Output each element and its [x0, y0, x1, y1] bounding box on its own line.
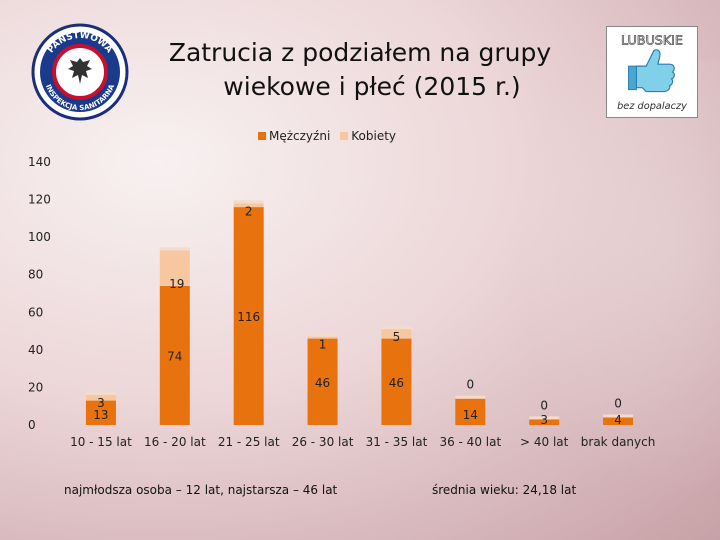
- bar-cap-0: [85, 391, 116, 395]
- title-line-2: wiekowe i płeć (2015 r.): [223, 72, 521, 101]
- label-women-7: 0: [614, 396, 622, 410]
- bar-women-2: [233, 203, 264, 208]
- x-tick-label-2: 21 - 25 lat: [218, 435, 280, 449]
- bar-men-2: [233, 207, 264, 425]
- label-men-3: 46: [315, 376, 330, 390]
- title-line-1: Zatrucia z podziałem na grupy: [168, 38, 552, 67]
- chart-title: Zatrucia z podziałem na grupy wiekowe i …: [130, 36, 590, 104]
- label-women-5: 0: [466, 378, 474, 392]
- logo-right-bottom-text: bez dopalaczy: [617, 101, 687, 112]
- y-tick-label-4: 80: [28, 268, 43, 282]
- legend-label-women: Kobiety: [351, 129, 397, 143]
- bar-cap-7: [603, 414, 634, 418]
- label-men-2: 116: [237, 310, 260, 324]
- bar-men-1: [159, 285, 190, 425]
- logo-right-top-text: LUBUSKIE: [621, 33, 683, 48]
- lubuskie-logo: LUBUSKIE bez dopalaczy: [606, 26, 698, 118]
- label-women-0: 3: [97, 396, 105, 410]
- label-men-6: 3: [540, 413, 548, 427]
- legend-item-women: Kobiety: [340, 129, 396, 143]
- legend-swatch-men: [258, 132, 266, 140]
- bar-cap-3: [307, 333, 338, 337]
- label-men-7: 4: [614, 413, 622, 427]
- bar-men-7: [603, 417, 634, 425]
- x-tick-label-1: 16 - 20 lat: [144, 435, 206, 449]
- legend-swatch-women: [340, 132, 349, 140]
- y-tick-label-3: 60: [28, 305, 43, 319]
- label-men-0: 13: [93, 408, 108, 422]
- legend-item-men: Mężczyźni: [258, 129, 330, 143]
- legend-label-men: Mężczyźni: [269, 129, 331, 143]
- x-tick-label-4: 31 - 35 lat: [366, 435, 428, 449]
- label-women-2: 2: [245, 204, 253, 218]
- bar-women-0: [85, 394, 116, 401]
- label-women-1: 19: [169, 277, 184, 291]
- age-range-note: najmłodsza osoba – 12 lat, najstarsza – …: [64, 483, 338, 497]
- label-men-4: 46: [389, 376, 404, 390]
- bar-women-1: [159, 250, 190, 286]
- label-women-3: 1: [319, 338, 327, 352]
- sanitary-inspection-logo: PAŃSTWOWA INSPEKCJA SANITARNA: [31, 23, 129, 121]
- label-men-1: 74: [167, 349, 182, 363]
- label-women-6: 0: [540, 398, 548, 412]
- x-tick-label-7: brak danych: [581, 435, 656, 449]
- bar-men-3: [307, 338, 338, 425]
- bar-cap-6: [529, 416, 560, 420]
- bar-men-4: [381, 338, 412, 425]
- y-tick-label-0: 0: [28, 418, 36, 432]
- bar-cap-5: [455, 395, 486, 399]
- bar-men-6: [529, 419, 560, 425]
- label-men-5: 14: [463, 408, 478, 422]
- y-tick-label-1: 20: [28, 380, 43, 394]
- bar-men-0: [85, 400, 116, 425]
- eagle-icon: [68, 58, 92, 84]
- smoke-decoration: [490, 60, 720, 540]
- y-tick-label-7: 140: [28, 155, 51, 169]
- thumbs-up-icon: [628, 49, 675, 93]
- y-tick-label-5: 100: [28, 230, 51, 244]
- x-tick-label-6: > 40 lat: [520, 435, 569, 449]
- bar-men-5: [455, 398, 486, 425]
- bar-women-4: [381, 329, 412, 339]
- x-tick-label-0: 10 - 15 lat: [70, 435, 132, 449]
- y-tick-label-6: 120: [28, 193, 51, 207]
- bar-women-3: [307, 336, 338, 339]
- bar-cap-2: [233, 200, 264, 204]
- bar-cap-4: [381, 326, 412, 330]
- y-tick-label-2: 40: [28, 343, 43, 357]
- label-women-4: 5: [393, 330, 401, 344]
- x-tick-label-3: 26 - 30 lat: [292, 435, 354, 449]
- average-age-note: średnia wieku: 24,18 lat: [432, 483, 577, 497]
- chart-legend: Mężczyźni Kobiety: [258, 129, 396, 143]
- x-tick-label-5: 36 - 40 lat: [439, 435, 501, 449]
- bar-cap-1: [159, 247, 190, 251]
